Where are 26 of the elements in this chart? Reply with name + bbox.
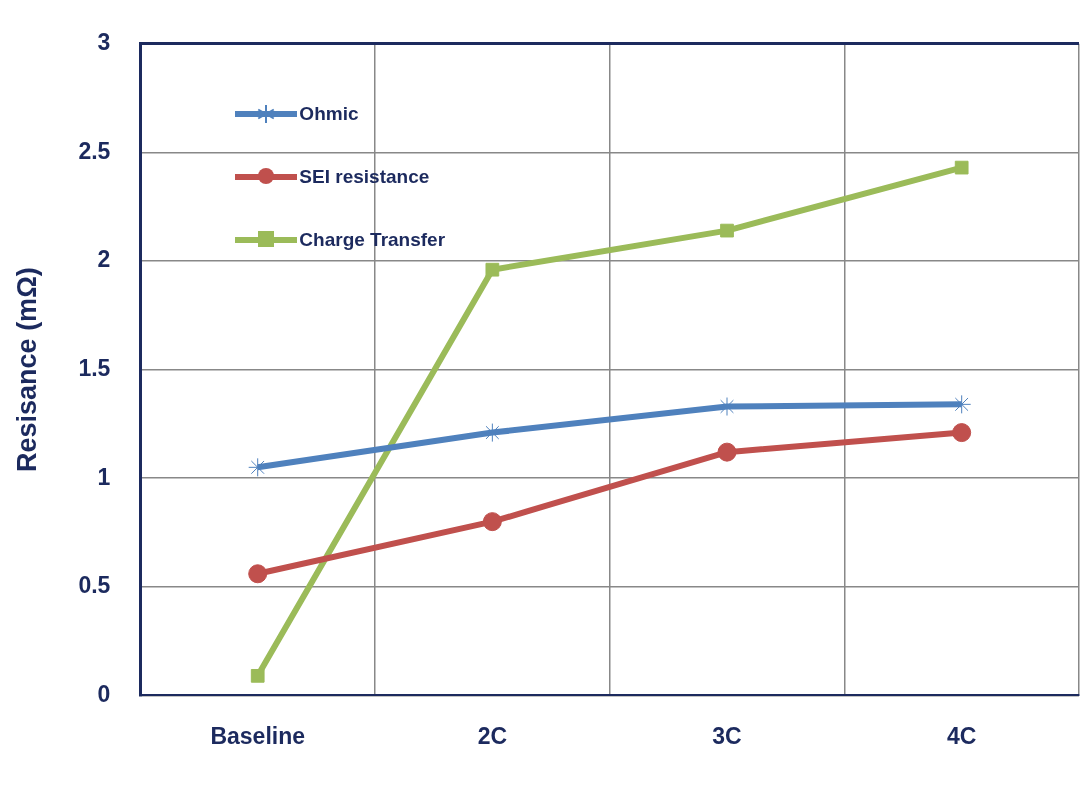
y-tick-label: 2 bbox=[97, 246, 111, 273]
point bbox=[717, 442, 737, 462]
y-tick-label: 3 bbox=[97, 29, 111, 56]
point bbox=[248, 457, 268, 477]
point bbox=[250, 668, 265, 683]
point bbox=[954, 160, 969, 175]
y-tick-label: 0.5 bbox=[78, 572, 111, 599]
x-tick-label: Baseline bbox=[210, 722, 306, 749]
point bbox=[485, 262, 500, 277]
y-tick-label: 2.5 bbox=[78, 137, 111, 164]
point bbox=[952, 394, 972, 414]
point bbox=[482, 512, 502, 532]
y-tick-label: 0 bbox=[97, 680, 111, 707]
legend-label: Charge Transfer bbox=[299, 228, 446, 251]
x-tick-label: 4C bbox=[946, 722, 977, 749]
point bbox=[248, 564, 268, 584]
x-tick-label: 2C bbox=[477, 722, 508, 749]
legend-label: Ohmic bbox=[299, 102, 359, 125]
legend-label: SEI resistance bbox=[299, 165, 430, 188]
point bbox=[717, 397, 737, 417]
y-tick-label: 1.5 bbox=[78, 354, 111, 381]
x-tick-label: 3C bbox=[712, 722, 742, 749]
y-tick-label: 1 bbox=[97, 463, 111, 490]
y-axis-title: Resisance (mΩ) bbox=[11, 267, 42, 472]
point bbox=[952, 423, 972, 443]
point bbox=[720, 223, 734, 238]
